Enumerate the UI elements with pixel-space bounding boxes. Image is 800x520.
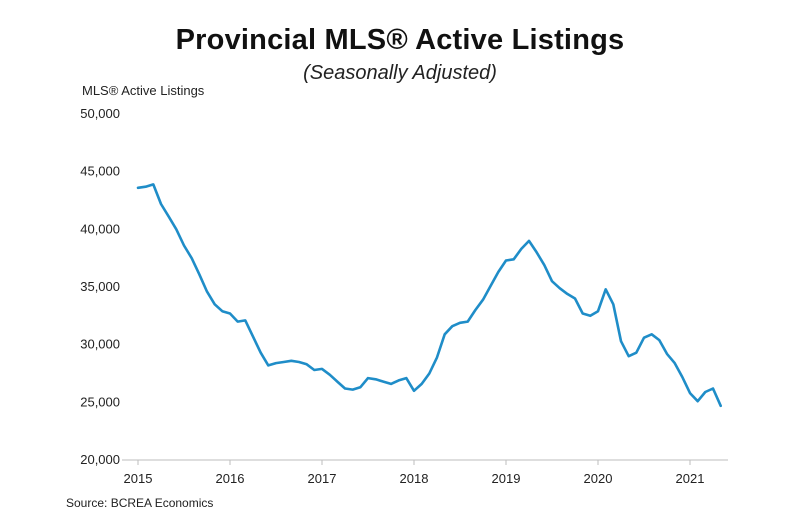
x-tick-label: 2015 bbox=[124, 471, 153, 486]
x-tick-label: 2020 bbox=[584, 471, 613, 486]
y-tick-label: 30,000 bbox=[80, 337, 120, 352]
x-tick-label: 2017 bbox=[308, 471, 337, 486]
chart-subtitle: (Seasonally Adjusted) bbox=[303, 62, 497, 84]
y-tick-label: 20,000 bbox=[80, 452, 120, 467]
x-tick-label: 2019 bbox=[492, 471, 521, 486]
x-tick-label: 2018 bbox=[400, 471, 429, 486]
y-tick-label: 45,000 bbox=[80, 164, 120, 179]
x-tick-label: 2016 bbox=[216, 471, 245, 486]
y-tick-label: 40,000 bbox=[80, 221, 120, 236]
source-note: Source: BCREA Economics bbox=[66, 496, 214, 510]
y-tick-label: 50,000 bbox=[80, 106, 120, 121]
x-tick-label: 2021 bbox=[676, 471, 705, 486]
active-listings-line bbox=[136, 183, 723, 408]
y-axis-label: MLS® Active Listings bbox=[82, 83, 205, 98]
y-tick-label: 25,000 bbox=[80, 394, 120, 409]
chart-title: Provincial MLS® Active Listings bbox=[175, 24, 625, 56]
y-tick-label: 35,000 bbox=[80, 279, 120, 294]
